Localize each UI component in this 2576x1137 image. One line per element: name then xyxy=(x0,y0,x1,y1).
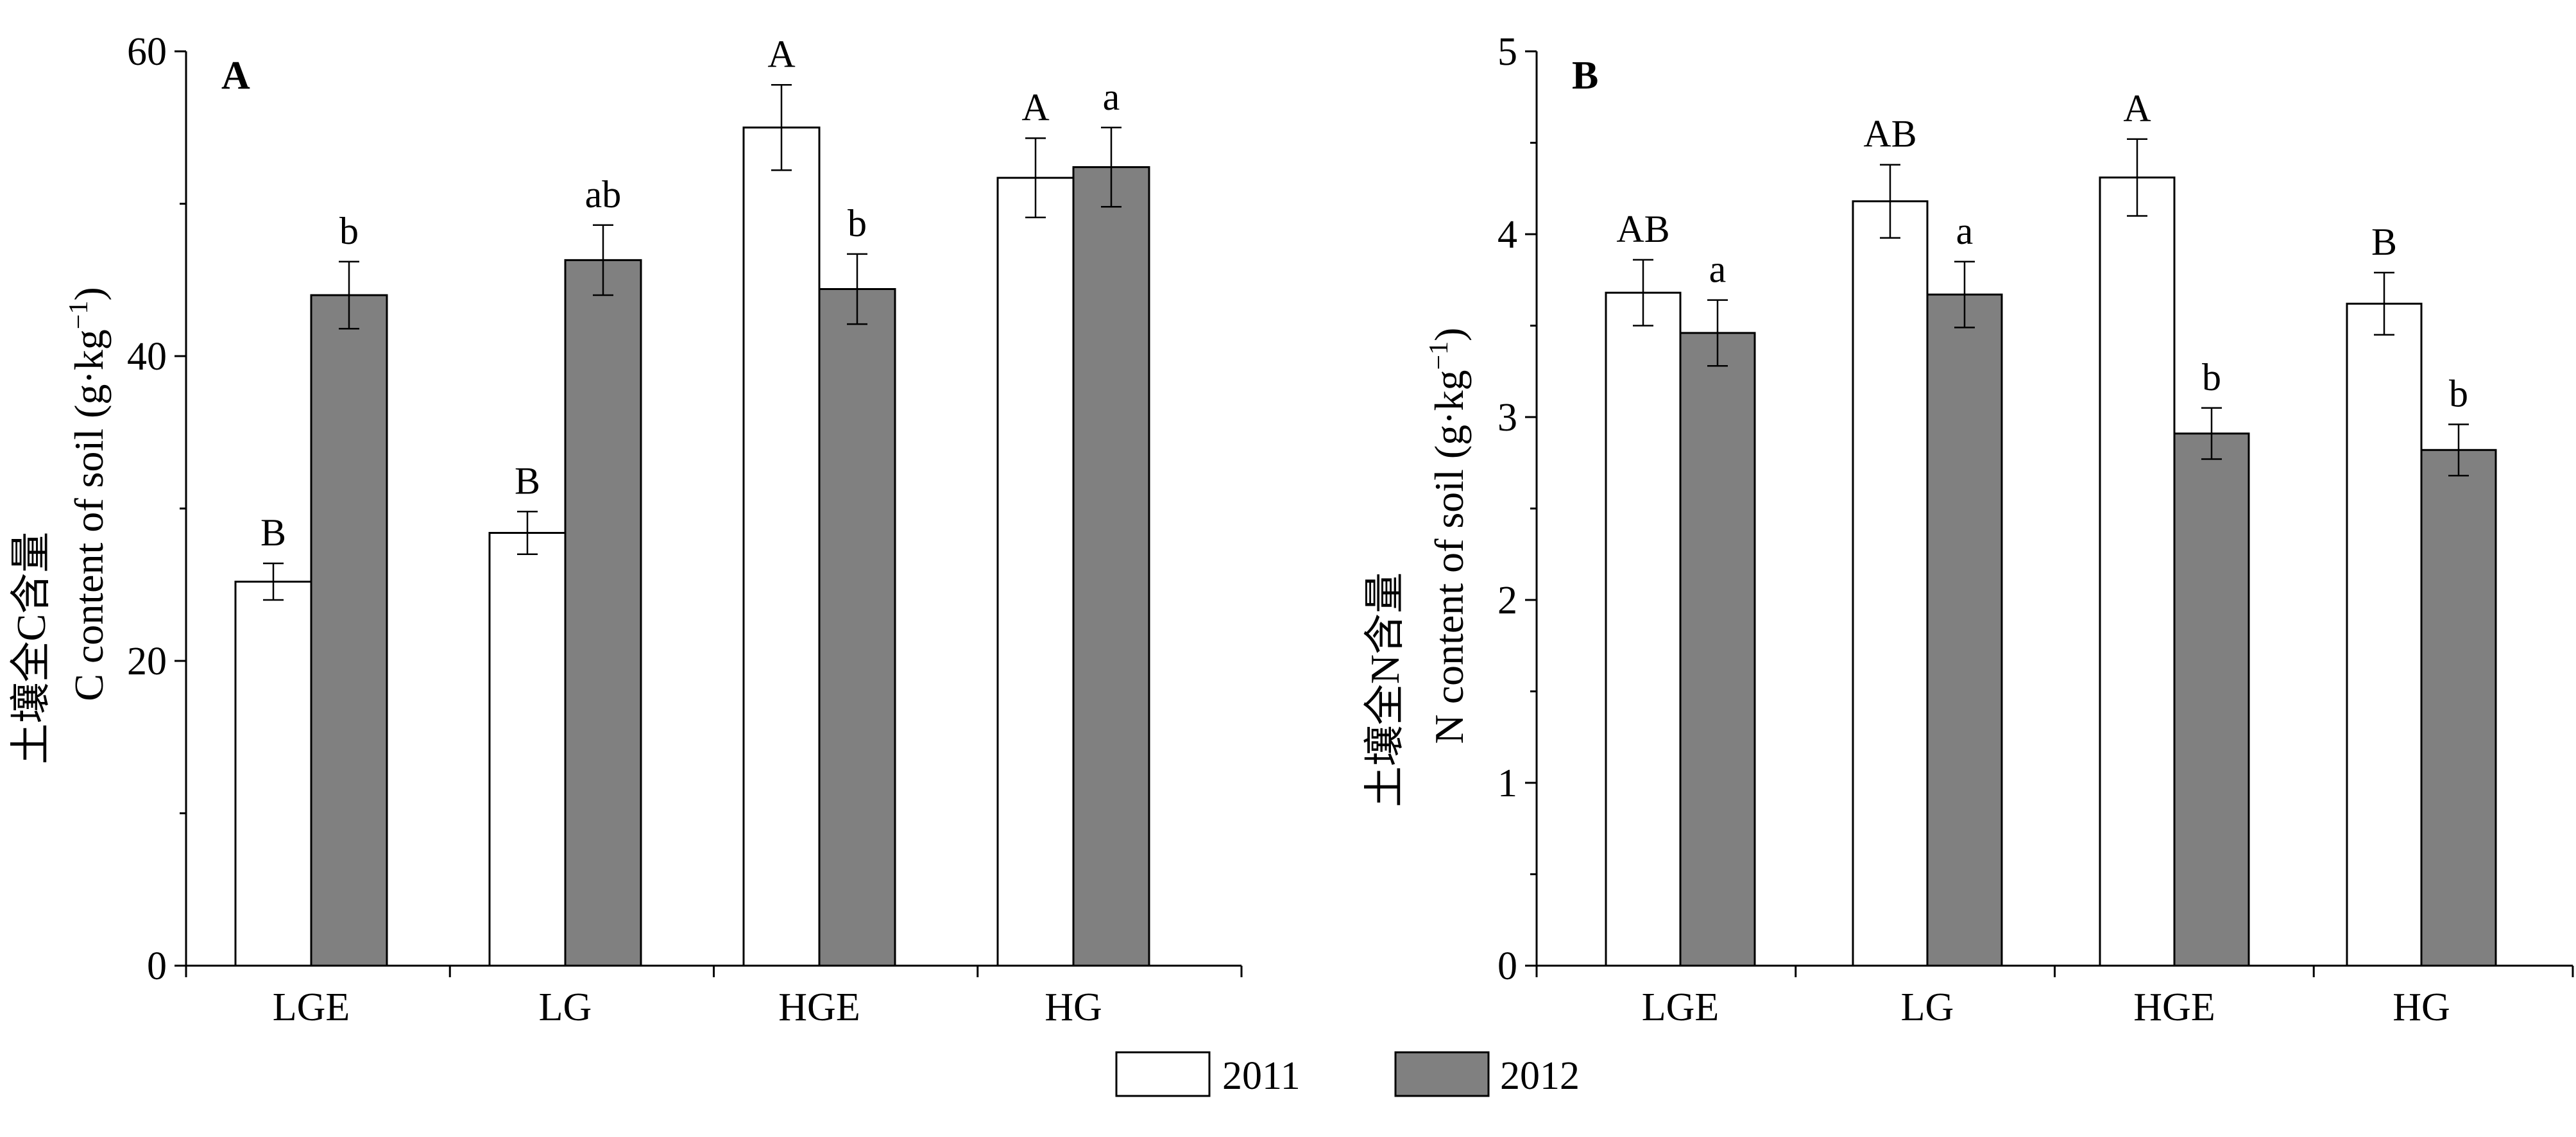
panel-label: A xyxy=(221,54,250,98)
legend: 2011 2012 xyxy=(1115,1051,1580,1098)
bar-2012-HGE xyxy=(2173,432,2250,967)
y-tick-label: 3 xyxy=(1497,396,1517,440)
bar-2012-LG xyxy=(1926,293,2003,967)
y-tick-label: 4 xyxy=(1497,213,1517,257)
bar-2012-LGE xyxy=(310,294,388,967)
bar-2011-HG xyxy=(996,176,1075,967)
significance-label: b xyxy=(339,210,359,252)
x-tick-label: HG xyxy=(1045,986,1102,1029)
bar-2011-HGE xyxy=(2099,176,2176,967)
y-tick-label: 40 xyxy=(127,335,167,379)
y-axis-label-chinese: 土壤全C含量 xyxy=(8,532,54,765)
bar-2011-HGE xyxy=(742,126,821,967)
x-tick-label: LG xyxy=(539,986,592,1029)
x-tick-label: HG xyxy=(2393,986,2450,1029)
x-tick-label: HGE xyxy=(778,986,860,1029)
significance-label: B xyxy=(260,511,286,554)
y-axis-label-main: N content of soil (g·kg xyxy=(1426,370,1472,744)
significance-label: A xyxy=(1021,86,1049,128)
significance-label: b xyxy=(2202,356,2221,398)
bar-2011-LG xyxy=(488,532,567,967)
significance-label: b xyxy=(848,202,867,244)
significance-label: ab xyxy=(585,173,622,216)
y-axis-label-close: ) xyxy=(1426,328,1472,341)
y-axis-label: N content of soil (g·kg−1) xyxy=(1424,328,1472,744)
legend-label: 2012 xyxy=(1500,1054,1580,1098)
bar-2011-LGE xyxy=(234,581,312,967)
legend-swatch-2011 xyxy=(1115,1051,1211,1097)
significance-label: AB xyxy=(1616,208,1669,250)
bar-2012-LGE xyxy=(1679,332,1756,967)
y-tick-label: 60 xyxy=(127,30,167,74)
significance-label: a xyxy=(1103,76,1120,118)
legend-swatch-2012 xyxy=(1394,1051,1490,1097)
x-tick-label: LG xyxy=(1901,986,1954,1029)
y-tick-label: 0 xyxy=(147,945,167,988)
y-axis-label-chinese: 土壤全N含量 xyxy=(1362,572,1408,807)
significance-label: B xyxy=(2371,221,2397,263)
bar-2012-HG xyxy=(2420,449,2497,967)
legend-label: 2011 xyxy=(1222,1054,1301,1098)
y-axis-label: C content of soil (g·kg−1) xyxy=(64,287,112,701)
significance-label: a xyxy=(1956,210,1974,252)
y-tick-label: 5 xyxy=(1497,30,1517,74)
y-tick-label: 0 xyxy=(1497,945,1517,988)
significance-label: a xyxy=(1709,248,1727,291)
bar-2011-HG xyxy=(2346,302,2423,967)
bar-2011-LGE xyxy=(1605,291,1682,967)
y-axis-label-main: C content of soil (g·kg xyxy=(66,329,112,701)
significance-label: B xyxy=(515,459,540,502)
y-axis-label-exponent: −1 xyxy=(1424,341,1454,370)
y-tick-label: 1 xyxy=(1497,762,1517,805)
y-tick-label: 20 xyxy=(127,640,167,683)
significance-label: b xyxy=(2449,372,2468,415)
y-axis-label-close: ) xyxy=(66,287,112,300)
significance-label: A xyxy=(767,33,795,75)
bar-2012-LG xyxy=(564,259,642,967)
panel-label: B xyxy=(1572,54,1598,98)
x-tick-label: HGE xyxy=(2133,986,2215,1029)
significance-label: AB xyxy=(1863,113,1916,155)
bar-2012-HGE xyxy=(818,288,896,967)
bar-2011-LG xyxy=(1852,200,1929,967)
y-axis-label-exponent: −1 xyxy=(64,301,94,330)
x-tick-label: LGE xyxy=(273,986,350,1029)
x-tick-label: LGE xyxy=(1642,986,1719,1029)
bar-2012-HG xyxy=(1072,166,1150,967)
y-tick-label: 2 xyxy=(1497,579,1517,622)
significance-label: A xyxy=(2123,87,2151,130)
